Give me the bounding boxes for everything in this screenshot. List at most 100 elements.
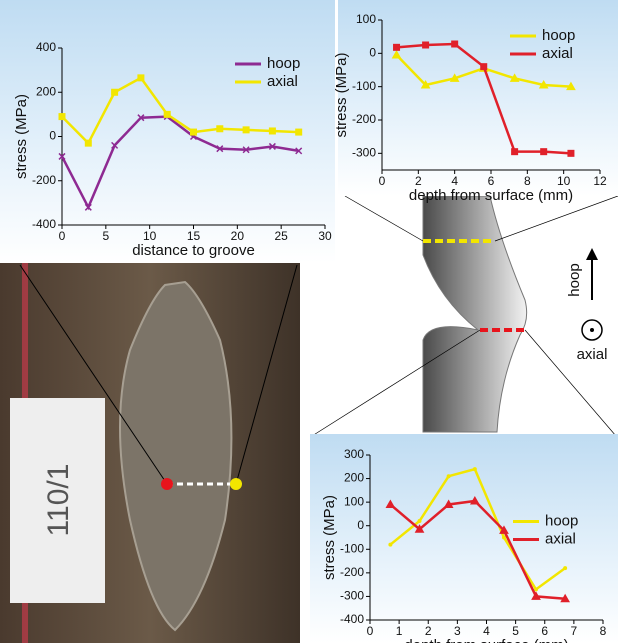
marker [242, 146, 250, 154]
marker [393, 43, 401, 51]
x-tick-label: 4 [483, 624, 490, 638]
connector [344, 195, 424, 242]
x-tick-label: 6 [488, 174, 495, 188]
y-tick-label: 100 [344, 494, 364, 508]
y-tick-label: -300 [340, 589, 364, 603]
y-tick-label: -200 [340, 565, 364, 579]
marker [451, 40, 459, 48]
arrow-head [586, 248, 598, 260]
y-tick-label: -400 [32, 217, 56, 231]
marker [531, 591, 541, 600]
marker [295, 128, 303, 136]
legend-label: hoop [267, 55, 300, 72]
legend-label: axial [542, 45, 573, 62]
legend-label: axial [267, 73, 298, 90]
marker [84, 203, 92, 211]
marker [216, 125, 224, 133]
y-tick-label: 400 [36, 40, 56, 54]
marker [566, 81, 576, 91]
marker [268, 142, 276, 150]
panel [338, 0, 618, 196]
hoop-label: hoop [566, 263, 583, 296]
y-tick-label: -100 [340, 541, 364, 555]
y-tick-label: -400 [340, 612, 364, 626]
x-tick-label: 5 [512, 624, 519, 638]
x-tick-label: 2 [415, 174, 422, 188]
x-axis-label: depth from surface (mm) [404, 637, 568, 643]
y-tick-label: -200 [352, 112, 376, 126]
y-tick-label: 100 [356, 12, 376, 26]
marker [480, 63, 488, 71]
marker [472, 467, 477, 472]
marker [534, 587, 539, 592]
y-tick-label: 300 [344, 447, 364, 461]
marker [137, 74, 145, 82]
series-line [61, 76, 299, 146]
marker [58, 113, 66, 121]
tube [422, 195, 528, 433]
x-tick-label: 8 [600, 624, 607, 638]
marker [420, 79, 431, 89]
x-tick-label: 15 [187, 229, 201, 243]
y-axis-label: stress (MPa) [333, 52, 350, 137]
marker [111, 141, 119, 149]
axial-symbol [581, 319, 603, 341]
connector [19, 264, 168, 485]
axial-dot [590, 328, 594, 332]
marker [499, 525, 509, 534]
marker [385, 499, 396, 508]
marker [446, 474, 451, 479]
marker [216, 145, 224, 153]
x-tick-label: 30 [318, 229, 332, 243]
marker [163, 110, 171, 118]
marker [501, 535, 506, 540]
x-axis-label: depth from surface (mm) [409, 187, 573, 204]
x-tick-label: 10 [143, 229, 157, 243]
connector [235, 264, 298, 485]
x-tick-label: 1 [396, 624, 403, 638]
point-yellow [230, 478, 242, 490]
legend-label: axial [545, 530, 576, 547]
y-tick-label: -100 [352, 79, 376, 93]
x-tick-label: 7 [571, 624, 578, 638]
marker [242, 126, 250, 134]
y-axis-label: stress (MPa) [13, 94, 30, 179]
marker [443, 499, 454, 508]
marker [268, 127, 276, 135]
sample [119, 280, 233, 632]
series-line [60, 115, 299, 211]
marker [295, 147, 303, 155]
x-tick-label: 0 [379, 174, 386, 188]
panel [310, 434, 618, 643]
x-tick-label: 20 [231, 229, 245, 243]
axial-label: axial [577, 346, 608, 363]
marker [417, 519, 422, 523]
marker [560, 593, 570, 603]
x-tick-label: 8 [524, 174, 531, 188]
x-tick-label: 2 [425, 624, 432, 638]
marker [388, 542, 393, 547]
marker [414, 524, 425, 533]
marker [111, 88, 119, 96]
x-tick-label: 3 [454, 624, 461, 638]
marker [391, 49, 402, 59]
x-axis-label: distance to groove [132, 242, 255, 259]
x-tick-label: 10 [557, 174, 571, 188]
marker [190, 128, 197, 136]
y-tick-label: -200 [32, 173, 56, 187]
legend-label: hoop [542, 27, 575, 44]
marker [422, 41, 430, 49]
tag-text: 110/1 [42, 464, 75, 537]
y-tick-label: 0 [357, 518, 364, 532]
marker [84, 139, 92, 147]
tag [10, 398, 105, 603]
y-tick-label: 0 [369, 46, 376, 60]
marker [511, 148, 519, 156]
marker [538, 79, 549, 89]
marker [563, 566, 568, 571]
x-tick-label: 12 [593, 174, 607, 188]
point-red [161, 478, 173, 490]
x-tick-label: 0 [367, 624, 374, 638]
connector [311, 329, 481, 437]
